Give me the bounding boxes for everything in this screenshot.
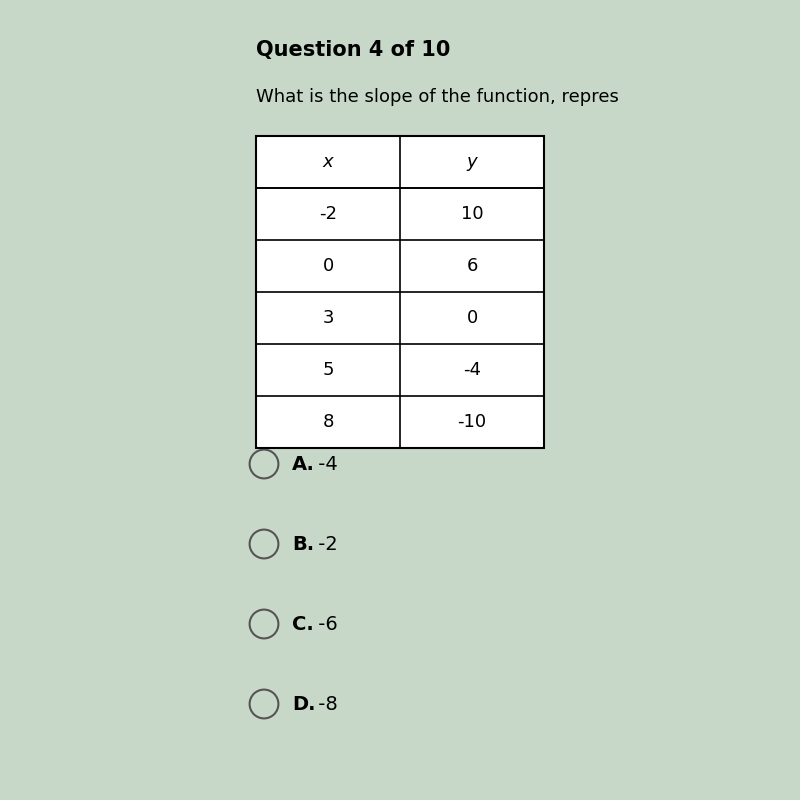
- Text: -4: -4: [312, 454, 338, 474]
- Text: 6: 6: [466, 257, 478, 275]
- Text: B.: B.: [292, 534, 314, 554]
- Text: C.: C.: [292, 614, 314, 634]
- Text: 8: 8: [322, 413, 334, 431]
- Text: -8: -8: [312, 694, 338, 714]
- Text: Question 4 of 10: Question 4 of 10: [256, 40, 450, 60]
- Text: -10: -10: [458, 413, 486, 431]
- Text: -2: -2: [319, 205, 337, 223]
- Text: 0: 0: [466, 309, 478, 327]
- Text: -4: -4: [463, 361, 481, 379]
- Text: What is the slope of the function, repres: What is the slope of the function, repre…: [256, 88, 619, 106]
- Text: y: y: [466, 153, 478, 171]
- Text: x: x: [322, 153, 334, 171]
- Text: D.: D.: [292, 694, 315, 714]
- Text: 0: 0: [322, 257, 334, 275]
- Text: 5: 5: [322, 361, 334, 379]
- Text: A.: A.: [292, 454, 315, 474]
- Text: 3: 3: [322, 309, 334, 327]
- Text: -6: -6: [312, 614, 338, 634]
- FancyBboxPatch shape: [256, 136, 544, 448]
- Text: 10: 10: [461, 205, 483, 223]
- Text: -2: -2: [312, 534, 338, 554]
